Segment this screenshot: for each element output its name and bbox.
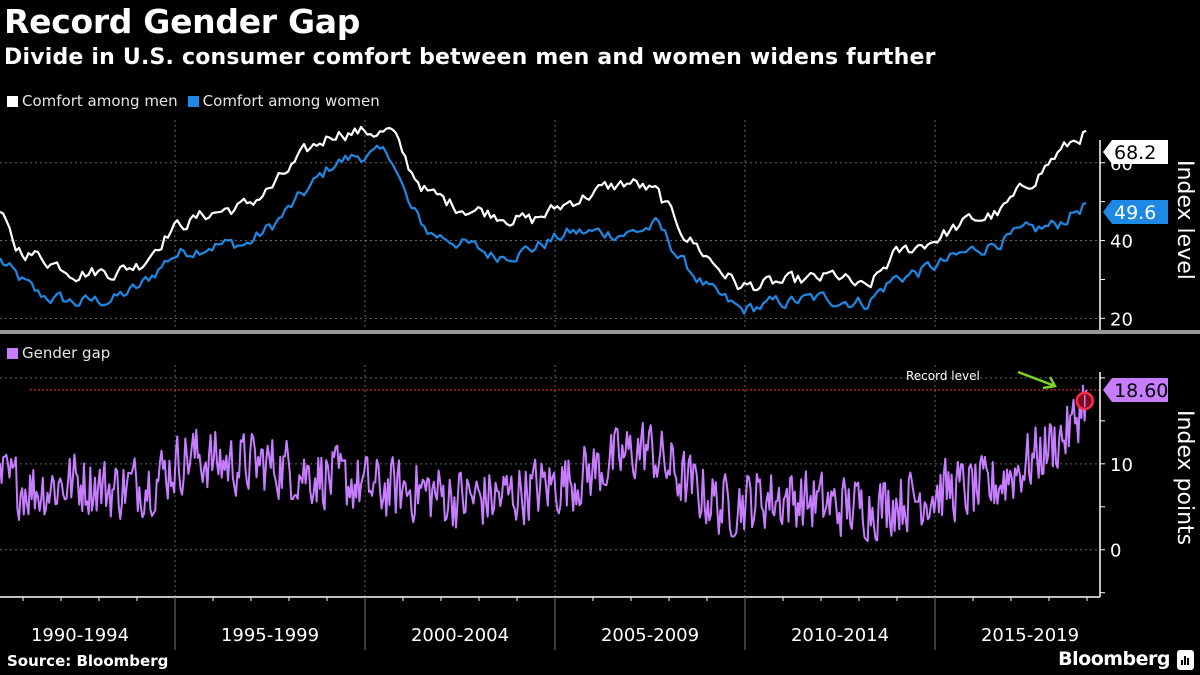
panel-divider [0,330,1200,334]
axes [0,140,1200,650]
bloomberg-terminal-icon [1177,650,1194,670]
top-y-axis-title: Index level [1172,160,1197,280]
series-line-women [0,146,1086,314]
x-period-label: 2015-2019 [981,625,1079,646]
chart-canvas: Record level 204060010Index levelIndex p… [0,0,1200,675]
last-value-men: 68.2 [1114,142,1156,164]
bottom-y-tick-label: 10 [1110,455,1133,476]
top-y-tick-label: 40 [1110,232,1133,253]
last-value-women: 49.6 [1114,202,1156,224]
x-period-label: 1990-1994 [31,625,129,646]
annotation-arrow [1018,372,1055,388]
x-period-label: 2005-2009 [601,625,699,646]
source-note: Source: Bloomberg [7,652,168,670]
top-gridlines [0,120,1100,335]
series-line-gender-gap [0,386,1086,542]
x-period-label: 1995-1999 [221,625,319,646]
bottom-y-tick-label: 0 [1110,541,1121,562]
axis-labels: 204060010Index levelIndex points68.249.6… [31,140,1197,646]
brand-logo-text: Bloomberg [1058,648,1170,670]
bottom-y-axis-title: Index points [1172,410,1197,545]
top-series [0,127,1086,314]
x-period-label: 2010-2014 [791,625,889,646]
last-value-gender-gap: 18.60 [1114,380,1168,402]
annotation-record-level: Record level [906,369,980,383]
top-y-tick-label: 20 [1110,309,1133,330]
x-period-label: 2000-2004 [411,625,509,646]
